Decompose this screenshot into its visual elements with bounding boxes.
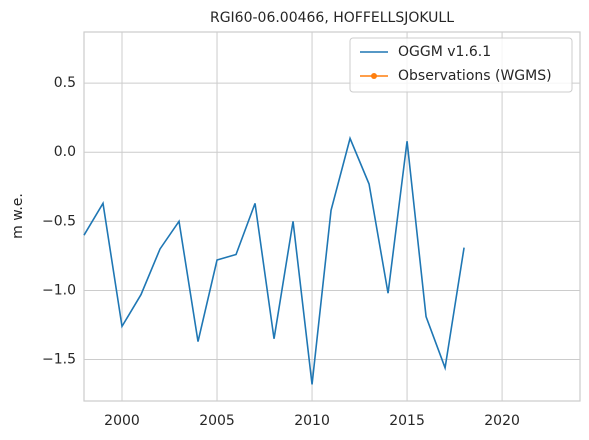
x-tick-label: 2005 [199, 413, 235, 429]
y-tick-label: −1.0 [42, 282, 76, 298]
series-line [83, 135, 465, 385]
legend-label: OGGM v1.6.1 [398, 44, 491, 60]
plot-frame [83, 31, 581, 402]
chart-title: RGI60-06.00466, HOFFELLSJOKULL [210, 10, 454, 26]
x-tick-label: 2020 [484, 413, 520, 429]
legend-label: Observations (WGMS) [398, 68, 552, 84]
y-tick-label: 0.0 [54, 144, 76, 160]
y-tick-label: 0.5 [54, 75, 76, 91]
x-tick-label: 2000 [104, 413, 140, 429]
y-tick-label: −1.5 [42, 352, 76, 368]
legend-marker [371, 73, 377, 79]
x-tick-label: 2010 [294, 413, 330, 429]
y-axis-label: m w.e. [10, 193, 26, 239]
x-tick-label: 2015 [389, 413, 425, 429]
legend-box [349, 37, 573, 93]
y-tick-label: −0.5 [42, 213, 76, 229]
